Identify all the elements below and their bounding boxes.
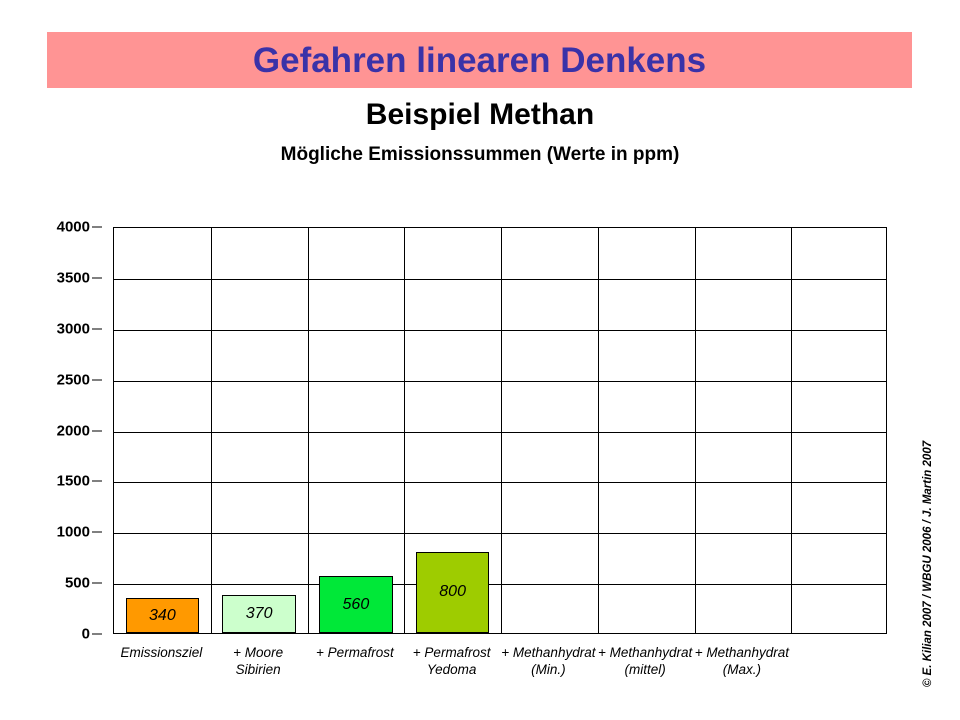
gridline-vertical [404, 228, 406, 633]
bar-value-label: 370 [245, 605, 273, 623]
y-tick-mark [92, 480, 102, 482]
y-tick-mark [92, 226, 102, 228]
y-tick-mark [92, 531, 102, 533]
y-tick-mark [92, 430, 102, 431]
x-category-label: + Permafrost [307, 644, 404, 661]
plot-area: 340 370 560 800 [113, 227, 887, 634]
gridline-horizontal [114, 584, 886, 586]
x-category-line: + Moore [233, 645, 284, 660]
x-category-label: + Methanhydrat (Max.) [694, 644, 791, 679]
x-category-line: + Permafrost [412, 645, 491, 660]
gridline-horizontal [114, 431, 886, 433]
x-category-label: + Moore Sibirien [210, 644, 307, 679]
y-tick-label: 4000 [56, 218, 90, 236]
y-tick-label: 1500 [56, 472, 90, 490]
gridline-vertical [501, 228, 502, 633]
x-category-line: (mittel) [624, 662, 666, 678]
y-tick-mark [92, 379, 102, 381]
y-tick-label: 2000 [56, 422, 90, 439]
gridline-horizontal [114, 482, 886, 484]
x-category-line: + Methanhydrat [694, 645, 789, 660]
page-title: Gefahren linearen Denkens [252, 40, 707, 80]
y-tick-mark [92, 582, 102, 584]
gridline-vertical [307, 228, 309, 633]
chart-title: Beispiel Methan [365, 98, 595, 131]
bar[interactable]: 340 [125, 598, 200, 633]
gridline-vertical [791, 228, 793, 633]
gridline-horizontal [114, 329, 886, 331]
chart-subtitle: Mögliche Emissionssummen (Werte in ppm) [280, 144, 680, 165]
x-category-label: + Methanhydrat (Min.) [500, 644, 597, 679]
credit-note: © E. Kilian 2007 / WBGU 2006 / J. Martin… [921, 424, 935, 704]
bar-value-label: 560 [342, 595, 370, 613]
y-tick-mark [92, 277, 102, 279]
y-tick-label: 0 [81, 625, 90, 643]
gridline-horizontal [114, 278, 886, 280]
x-category-line: Emissionsziel [120, 645, 203, 660]
x-category-line: + Methanhydrat [501, 645, 596, 660]
y-tick-label: 3500 [56, 269, 90, 287]
gridline-vertical [210, 228, 212, 633]
x-axis: Emissionsziel + Moore Sibirien + Permafrost… [113, 644, 887, 706]
x-category-label: + Methanhydrat (mittel) [597, 644, 694, 679]
bar-value-label: 340 [149, 606, 176, 624]
bar[interactable]: 800 [415, 551, 490, 633]
gridline-horizontal [114, 380, 886, 382]
title-banner: Gefahren linearen Denkens [47, 32, 912, 88]
bar[interactable]: 560 [319, 576, 393, 633]
x-category-line: + Permafrost [316, 645, 394, 660]
y-tick-mark [92, 633, 102, 635]
gridline-vertical [694, 228, 696, 633]
y-tick-label: 1000 [56, 523, 90, 541]
y-tick-label: 2500 [56, 371, 90, 389]
y-tick-label: 500 [64, 574, 90, 592]
bar-value-label: 800 [439, 583, 466, 601]
x-category-line: (Max.) [722, 662, 761, 678]
x-category-label: + Permafrost Yedoma [403, 644, 500, 679]
gridline-horizontal [114, 533, 886, 535]
x-category-label: Emissionsziel [113, 644, 210, 661]
y-axis: 0 500 1000 1500 2000 2500 3000 3500 4000 [40, 219, 102, 643]
gridline-vertical [597, 228, 599, 633]
x-category-line: Sibirien [235, 662, 281, 678]
bar[interactable]: 370 [222, 595, 296, 633]
y-tick-mark [92, 328, 102, 330]
x-category-line: + Methanhydrat [598, 645, 693, 660]
credit-text: © E. Kilian 2007 / WBGU 2006 / J. Martin… [922, 440, 934, 688]
x-category-line: (Min.) [531, 662, 566, 678]
x-category-line: Yedoma [426, 662, 477, 678]
y-tick-label: 3000 [56, 320, 90, 338]
